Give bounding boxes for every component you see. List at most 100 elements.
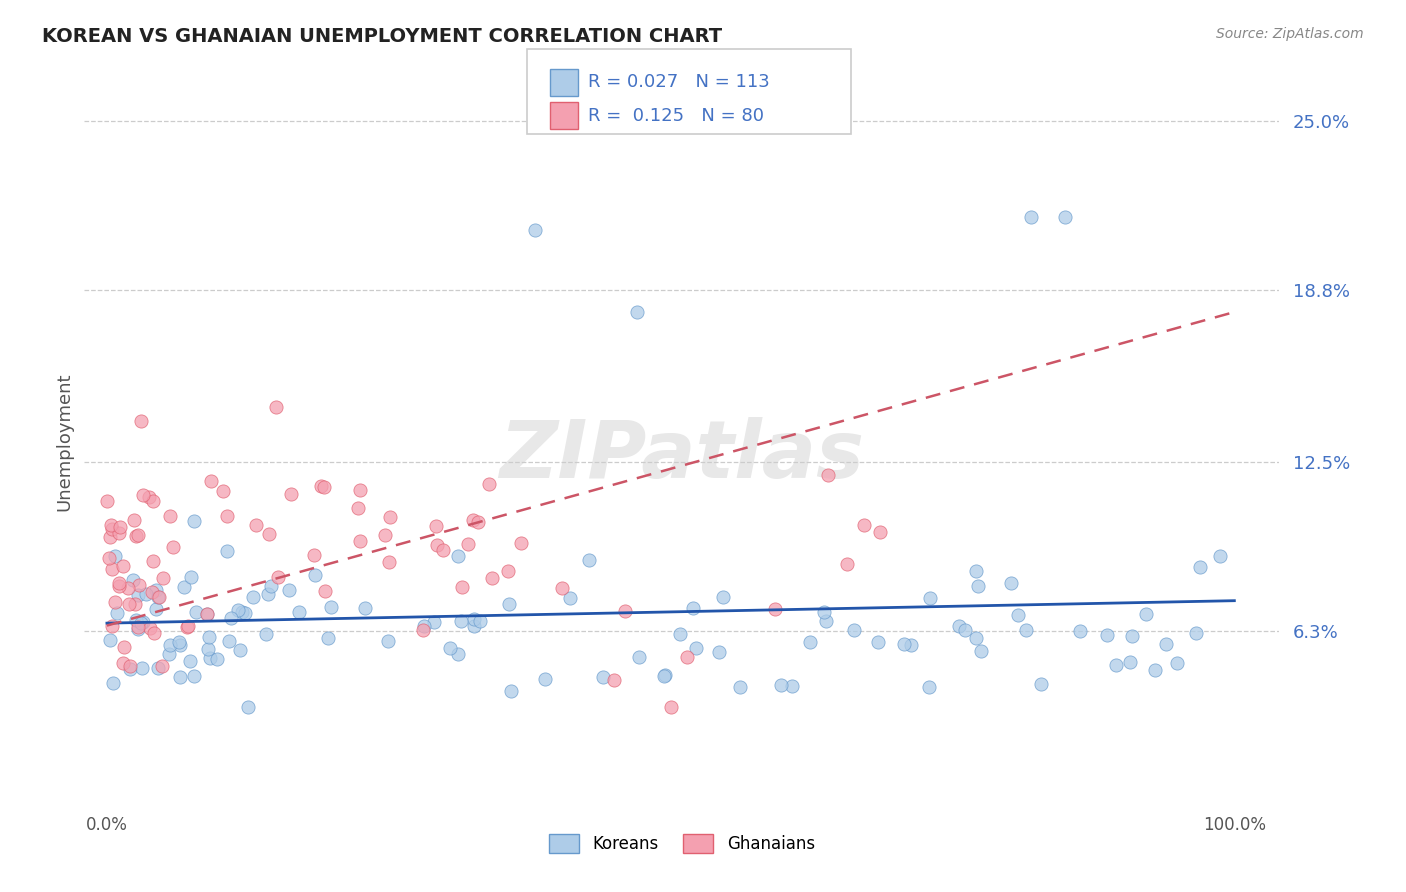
Point [509, 536, 531, 550]
Point [551, 581, 574, 595]
Point [918, 681, 941, 695]
Point [129, 615, 152, 630]
Point [108, 576, 131, 591]
Point [1189, 560, 1212, 574]
Point [169, 638, 191, 652]
Point [236, 700, 259, 714]
Point [558, 591, 581, 606]
Point [101, 522, 124, 536]
Point [1166, 656, 1188, 670]
Point [125, 529, 148, 543]
Point [226, 603, 249, 617]
Point [112, 640, 135, 654]
Point [157, 647, 180, 661]
Point [763, 602, 786, 616]
Point [1119, 655, 1142, 669]
Point [169, 670, 191, 684]
Point [780, 679, 803, 693]
Point [176, 620, 198, 634]
Point [953, 623, 976, 637]
Point [112, 558, 135, 573]
Point [1054, 210, 1077, 224]
Point [682, 601, 704, 615]
Point [128, 578, 150, 592]
Point [1000, 576, 1022, 591]
Point [799, 635, 821, 649]
Point [426, 538, 449, 552]
Point [349, 483, 371, 497]
Point [1208, 549, 1230, 563]
Point [1105, 657, 1128, 672]
Point [124, 613, 146, 627]
Point [302, 548, 325, 562]
Point [159, 508, 181, 523]
Point [659, 700, 682, 714]
Point [145, 602, 167, 616]
Point [105, 606, 128, 620]
Point [277, 582, 299, 597]
Point [817, 468, 839, 483]
Point [728, 680, 751, 694]
Point [122, 573, 145, 587]
Point [478, 477, 501, 491]
Point [124, 598, 146, 612]
Point [179, 654, 201, 668]
Point [380, 509, 402, 524]
Point [256, 587, 278, 601]
Point [842, 623, 865, 637]
Point [177, 619, 200, 633]
Point [122, 513, 145, 527]
Point [439, 640, 461, 655]
Point [242, 590, 264, 604]
Point [769, 677, 792, 691]
Point [1184, 626, 1206, 640]
Point [245, 518, 267, 533]
Point [146, 661, 169, 675]
Point [117, 581, 139, 595]
Point [603, 673, 626, 687]
Point [314, 583, 336, 598]
Point [676, 649, 699, 664]
Point [450, 580, 472, 594]
Point [316, 631, 339, 645]
Text: ZIPatlas: ZIPatlas [499, 417, 865, 495]
Point [108, 525, 131, 540]
Point [534, 672, 557, 686]
Point [498, 597, 520, 611]
Point [197, 630, 219, 644]
Point [98, 530, 121, 544]
Point [613, 604, 636, 618]
Point [211, 483, 233, 498]
Point [669, 627, 692, 641]
Point [966, 579, 988, 593]
Point [354, 601, 377, 615]
Point [264, 401, 287, 415]
Point [139, 621, 162, 635]
Point [180, 570, 202, 584]
Point [104, 595, 127, 609]
Point [219, 611, 242, 625]
Point [218, 633, 240, 648]
Legend: Koreans, Ghanaians: Koreans, Ghanaians [543, 827, 821, 860]
Point [948, 619, 970, 633]
Point [288, 605, 311, 619]
Point [446, 647, 468, 661]
Point [652, 669, 675, 683]
Point [195, 607, 218, 621]
Point [654, 667, 676, 681]
Point [215, 544, 238, 558]
Point [101, 618, 124, 632]
Point [141, 584, 163, 599]
Point [195, 607, 218, 622]
Point [231, 605, 253, 619]
Point [152, 571, 174, 585]
Point [127, 589, 149, 603]
Point [118, 597, 141, 611]
Point [481, 571, 503, 585]
Point [132, 615, 155, 629]
Point [1021, 210, 1043, 224]
Point [254, 626, 277, 640]
Point [422, 615, 444, 629]
Point [167, 635, 190, 649]
Point [96, 493, 118, 508]
